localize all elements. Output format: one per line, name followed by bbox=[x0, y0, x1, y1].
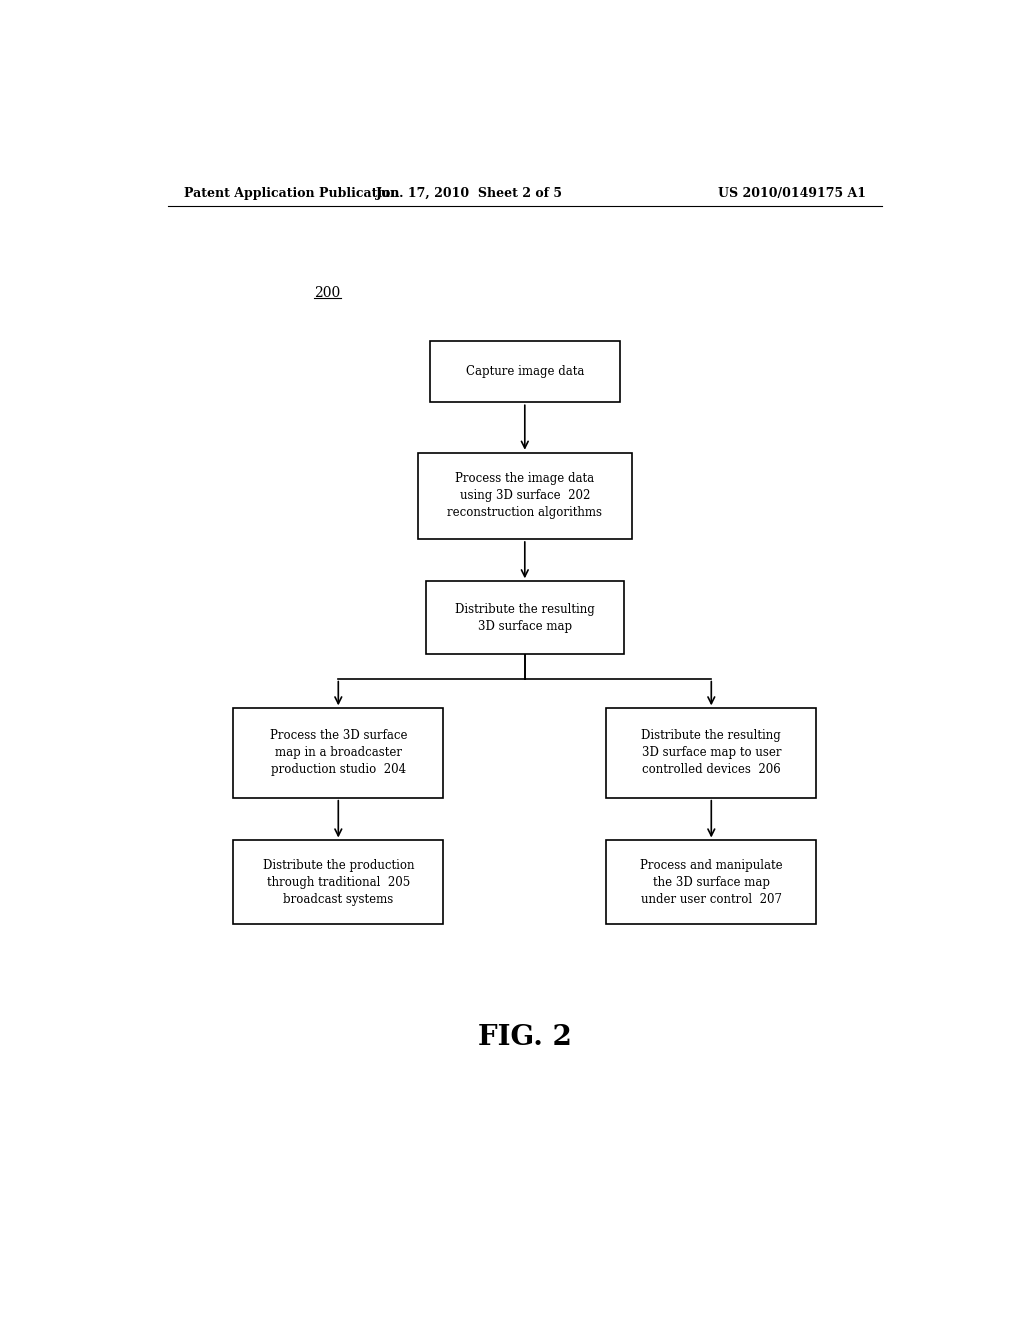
Text: Patent Application Publication: Patent Application Publication bbox=[183, 187, 399, 201]
FancyBboxPatch shape bbox=[233, 709, 443, 797]
Text: FIG. 2: FIG. 2 bbox=[478, 1024, 571, 1051]
Text: Distribute the resulting
3D surface map: Distribute the resulting 3D surface map bbox=[455, 603, 595, 632]
Text: Process the 3D surface
map in a broadcaster
production studio  204: Process the 3D surface map in a broadcas… bbox=[269, 730, 408, 776]
FancyBboxPatch shape bbox=[430, 342, 620, 403]
Text: US 2010/0149175 A1: US 2010/0149175 A1 bbox=[718, 187, 866, 201]
FancyBboxPatch shape bbox=[426, 581, 624, 655]
Text: 200: 200 bbox=[314, 285, 341, 300]
FancyBboxPatch shape bbox=[606, 709, 816, 797]
FancyBboxPatch shape bbox=[606, 841, 816, 924]
Text: Process the image data
using 3D surface  202
reconstruction algorithms: Process the image data using 3D surface … bbox=[447, 473, 602, 519]
Text: Jun. 17, 2010  Sheet 2 of 5: Jun. 17, 2010 Sheet 2 of 5 bbox=[376, 187, 563, 201]
Text: Capture image data: Capture image data bbox=[466, 366, 584, 379]
Text: Distribute the production
through traditional  205
broadcast systems: Distribute the production through tradit… bbox=[262, 858, 414, 906]
FancyBboxPatch shape bbox=[418, 453, 632, 539]
Text: Process and manipulate
the 3D surface map
under user control  207: Process and manipulate the 3D surface ma… bbox=[640, 858, 782, 906]
Text: Distribute the resulting
3D surface map to user
controlled devices  206: Distribute the resulting 3D surface map … bbox=[641, 730, 781, 776]
FancyBboxPatch shape bbox=[233, 841, 443, 924]
